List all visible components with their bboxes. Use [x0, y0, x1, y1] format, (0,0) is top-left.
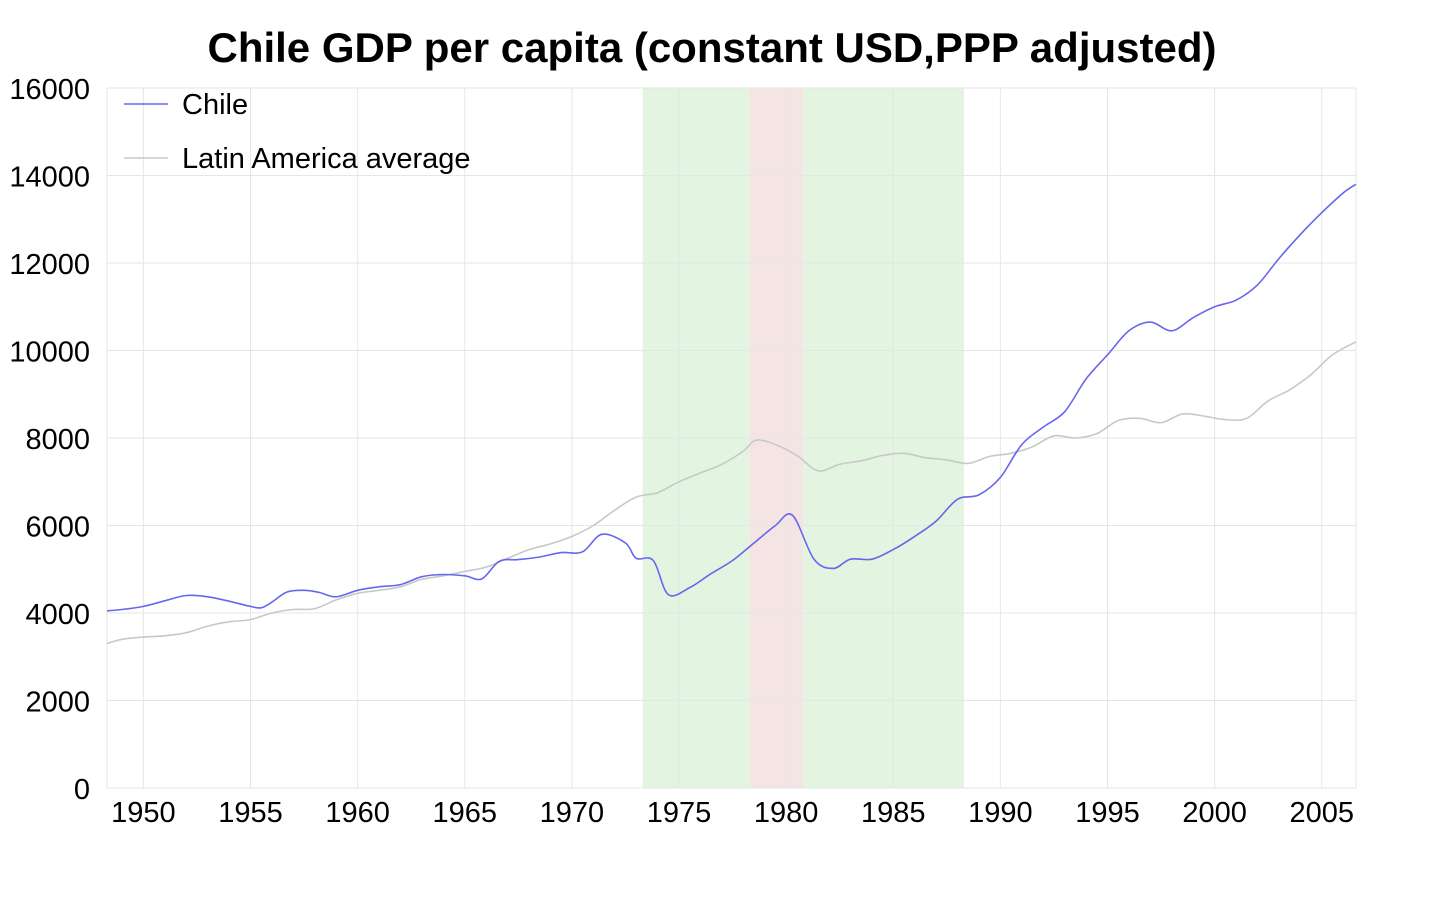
y-tick-label: 14000 — [9, 162, 90, 194]
x-tick-label: 1975 — [647, 797, 712, 829]
series-lines — [106, 183, 1357, 645]
x-tick-label: 1965 — [433, 797, 498, 829]
x-tick-label: 2005 — [1289, 797, 1354, 829]
x-tick-label: 1980 — [754, 797, 819, 829]
x-tick-label: 1990 — [968, 797, 1033, 829]
y-tick-label: 0 — [74, 774, 90, 806]
x-tick-label: 1960 — [325, 797, 390, 829]
y-tick-label: 16000 — [9, 74, 90, 106]
grid-lines — [106, 87, 1357, 789]
x-tick-label: 1950 — [111, 797, 176, 829]
x-tick-label: 1955 — [218, 797, 283, 829]
legend-label: Latin America average — [182, 143, 471, 175]
series-line-chile — [106, 183, 1357, 612]
y-tick-label: 8000 — [25, 424, 90, 456]
x-tick-label: 2000 — [1182, 797, 1247, 829]
y-tick-label: 12000 — [9, 249, 90, 281]
y-tick-label: 4000 — [25, 599, 90, 631]
y-tick-label: 10000 — [9, 337, 90, 369]
x-tick-label: 1985 — [861, 797, 926, 829]
chart-title: Chile GDP per capita (constant USD,PPP a… — [207, 24, 1216, 71]
x-axis-ticks: 1950 1955 1960 1965 1970 1975 1980 1985 1990 1995… — [111, 797, 1354, 829]
series-line-latin-america-average — [106, 341, 1357, 645]
x-tick-label: 1970 — [540, 797, 605, 829]
y-axis-ticks: 0 2000 4000 6000 8000 10000 12000 14000 16000 — [9, 74, 90, 806]
y-tick-label: 6000 — [25, 512, 90, 544]
x-tick-label: 1995 — [1075, 797, 1140, 829]
legend-label: Chile — [182, 89, 248, 121]
y-tick-label: 2000 — [25, 687, 90, 719]
legend: Chile Latin America average — [124, 89, 471, 175]
